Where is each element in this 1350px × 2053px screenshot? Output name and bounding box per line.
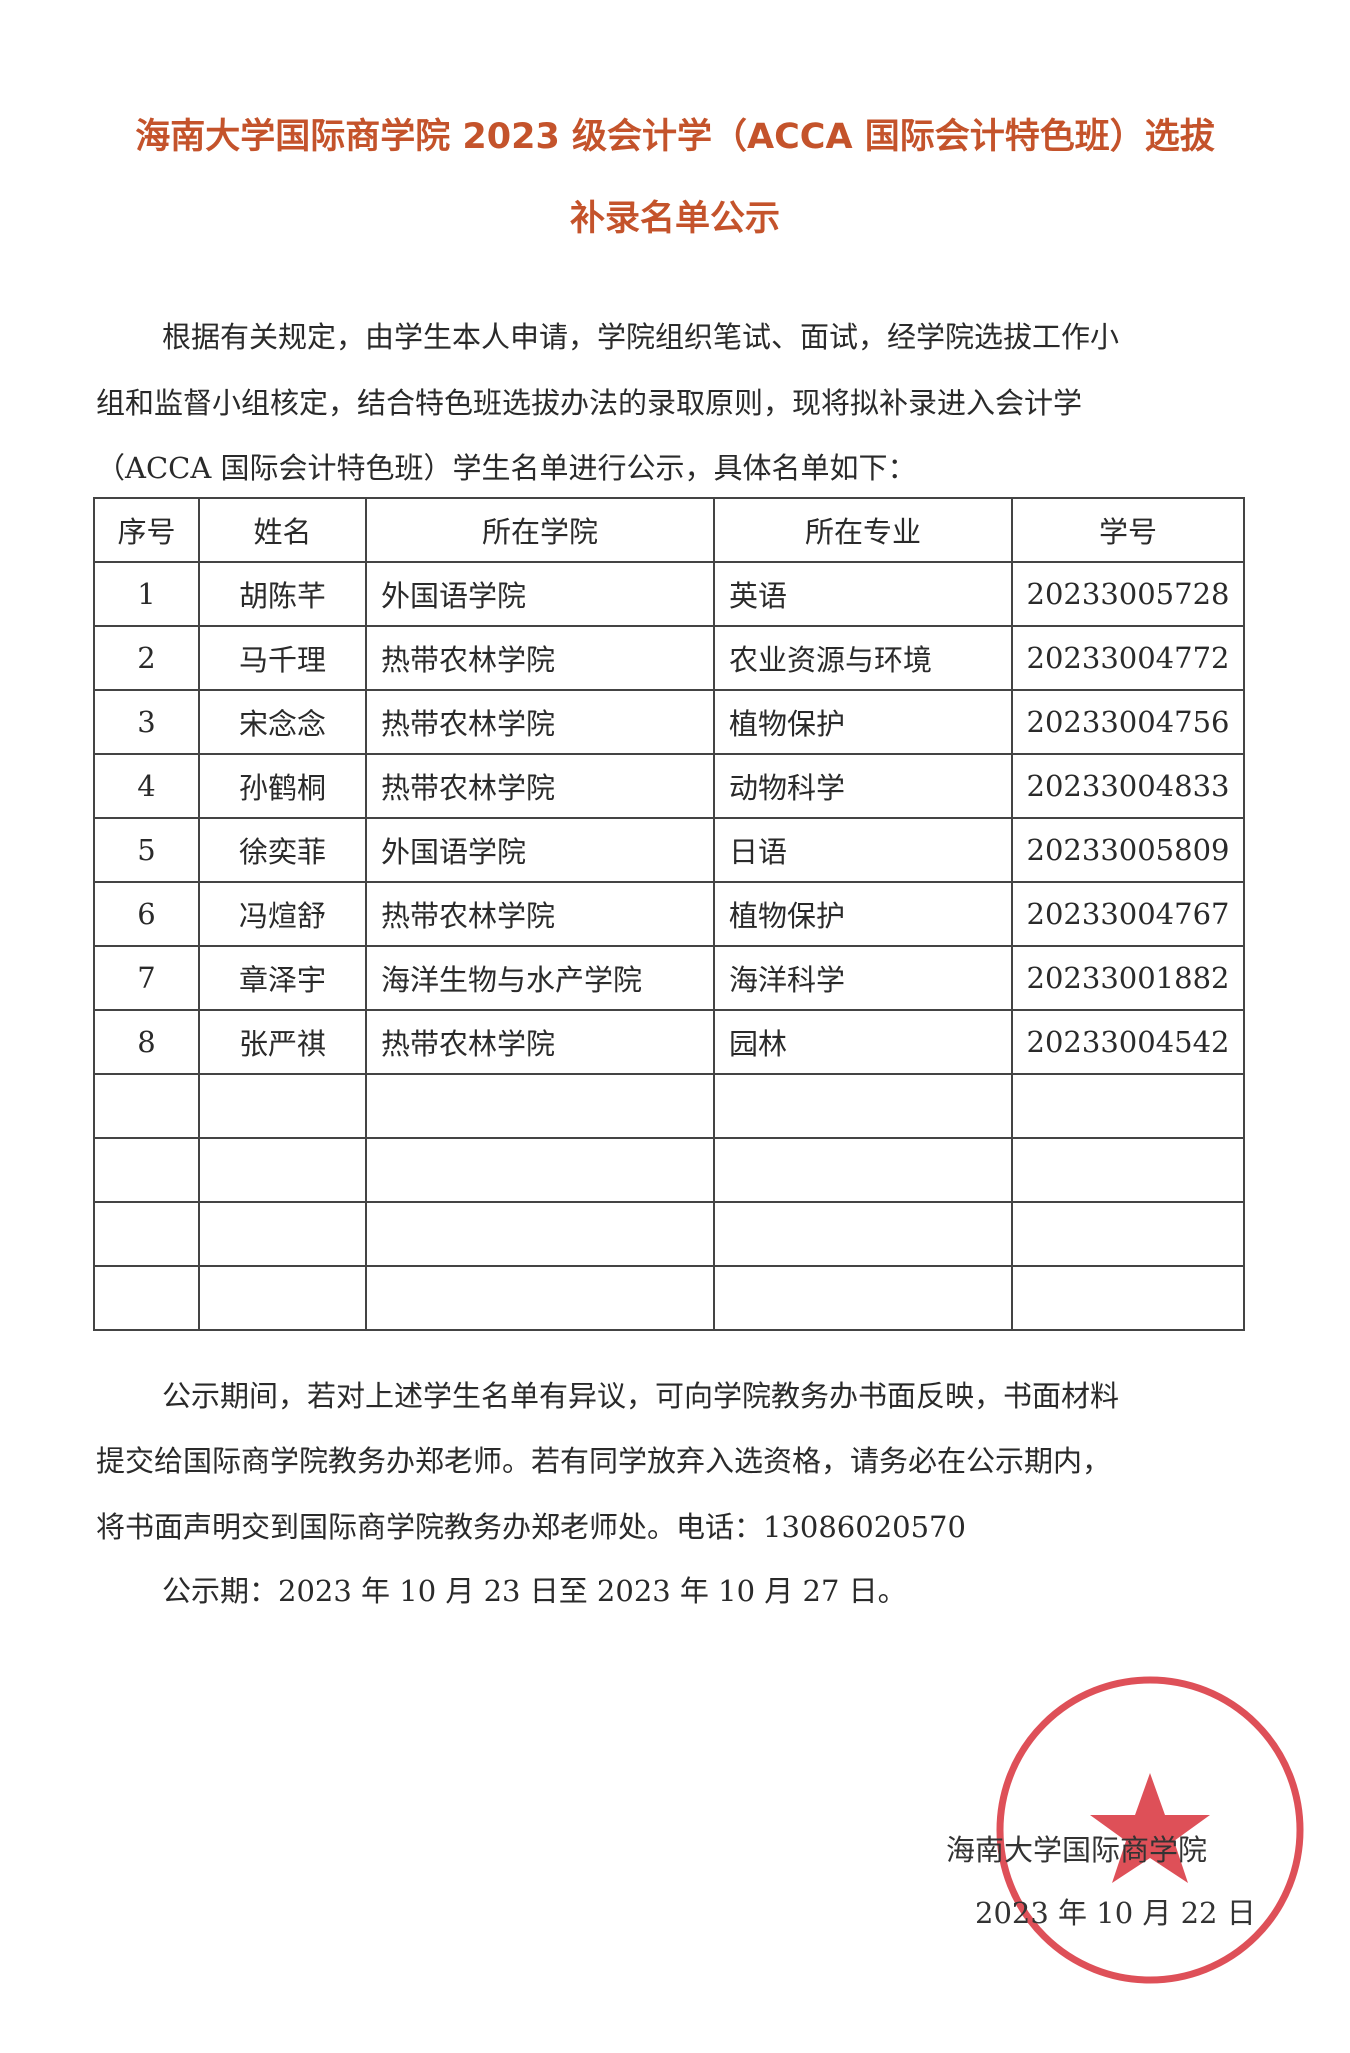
student-name-cell: 宋念念 (198, 689, 367, 755)
major-cell: 园林 (713, 1009, 1013, 1075)
empty-cell (1011, 1265, 1245, 1331)
empty-table-row (93, 1137, 1245, 1203)
notice-period: 公示期：2023 年 10 月 23 日至 2023 年 10 月 27 日。 (162, 1574, 907, 1608)
table-row: 2 马千理 热带农林学院 农业资源与环境 20233004772 (93, 625, 1245, 691)
empty-cell (1011, 1073, 1245, 1139)
student-id-cell: 20233004833 (1011, 753, 1245, 819)
column-header: 序号 (93, 497, 200, 563)
major-cell: 植物保护 (713, 881, 1013, 947)
student-id-cell: 20233005728 (1011, 561, 1245, 627)
official-seal-stamp (996, 1676, 1304, 1984)
student-table: 序号 姓名 所在学院 所在专业 学号 1 胡陈芊 外国语学院 英语 20233005728 2 马千… (93, 497, 1245, 1331)
row-index-cell: 4 (93, 753, 200, 819)
empty-cell (713, 1265, 1013, 1331)
college-cell: 外国语学院 (365, 561, 715, 627)
college-cell: 热带农林学院 (365, 881, 715, 947)
table-row: 6 冯煊舒 热带农林学院 植物保护 20233004767 (93, 881, 1245, 947)
college-cell: 外国语学院 (365, 817, 715, 883)
empty-cell (1011, 1137, 1245, 1203)
empty-cell (93, 1265, 200, 1331)
table-row: 1 胡陈芊 外国语学院 英语 20233005728 (93, 561, 1245, 627)
college-cell: 热带农林学院 (365, 1009, 715, 1075)
empty-cell (365, 1201, 715, 1267)
major-cell: 日语 (713, 817, 1013, 883)
table-row: 7 章泽宇 海洋生物与水产学院 海洋科学 20233001882 (93, 945, 1245, 1011)
column-header: 所在学院 (365, 497, 715, 563)
row-index-cell: 7 (93, 945, 200, 1011)
signature-date: 2023 年 10 月 22 日 (975, 1896, 1256, 1930)
student-name-cell: 章泽宇 (198, 945, 367, 1011)
empty-cell (365, 1073, 715, 1139)
student-id-cell: 20233001882 (1011, 945, 1245, 1011)
empty-cell (93, 1073, 200, 1139)
seal-star-icon (1090, 1773, 1210, 1883)
empty-cell (198, 1265, 367, 1331)
empty-cell (365, 1265, 715, 1331)
student-name-cell: 胡陈芊 (198, 561, 367, 627)
row-index-cell: 6 (93, 881, 200, 947)
student-name-cell: 徐奕菲 (198, 817, 367, 883)
intro-line: （ACCA 国际会计特色班）学生名单进行公示，具体名单如下： (96, 451, 917, 485)
signature-org: 海南大学国际商学院 (946, 1833, 1208, 1867)
major-cell: 英语 (713, 561, 1013, 627)
empty-cell (93, 1201, 200, 1267)
college-cell: 热带农林学院 (365, 689, 715, 755)
major-cell: 植物保护 (713, 689, 1013, 755)
empty-cell (198, 1073, 367, 1139)
table-row: 3 宋念念 热带农林学院 植物保护 20233004756 (93, 689, 1245, 755)
college-cell: 热带农林学院 (365, 753, 715, 819)
empty-table-row (93, 1265, 1245, 1331)
student-id-cell: 20233005809 (1011, 817, 1245, 883)
row-index-cell: 2 (93, 625, 200, 691)
student-name-cell: 孙鹤桐 (198, 753, 367, 819)
table-header-row: 序号 姓名 所在学院 所在专业 学号 (93, 497, 1245, 563)
major-cell: 农业资源与环境 (713, 625, 1013, 691)
intro-line: 组和监督小组核定，结合特色班选拔办法的录取原则，现将拟补录进入会计学 (96, 386, 1083, 420)
empty-cell (198, 1137, 367, 1203)
empty-cell (1011, 1201, 1245, 1267)
row-index-cell: 1 (93, 561, 200, 627)
table-row: 8 张严祺 热带农林学院 园林 20233004542 (93, 1009, 1245, 1075)
student-id-cell: 20233004767 (1011, 881, 1245, 947)
college-cell: 热带农林学院 (365, 625, 715, 691)
row-index-cell: 3 (93, 689, 200, 755)
empty-table-row (93, 1073, 1245, 1139)
student-name-cell: 冯煊舒 (198, 881, 367, 947)
intro-line: 根据有关规定，由学生本人申请，学院组织笔试、面试，经学院选拔工作小 (162, 320, 1120, 354)
empty-cell (713, 1201, 1013, 1267)
empty-cell (713, 1137, 1013, 1203)
column-header: 姓名 (198, 497, 367, 563)
empty-cell (93, 1137, 200, 1203)
notice-line: 将书面声明交到国际商学院教务办郑老师处。电话：13086020570 (96, 1510, 966, 1544)
major-cell: 动物科学 (713, 753, 1013, 819)
page-title: 海南大学国际商学院 2023 级会计学（ACCA 国际会计特色班）选拔 (135, 117, 1215, 157)
row-index-cell: 5 (93, 817, 200, 883)
page-subtitle: 补录名单公示 (569, 199, 780, 239)
notice-line: 提交给国际商学院教务办郑老师。若有同学放弃入选资格，请务必在公示期内， (96, 1444, 1112, 1478)
empty-table-row (93, 1201, 1245, 1267)
seal-ring (996, 1676, 1304, 1984)
student-id-cell: 20233004756 (1011, 689, 1245, 755)
student-name-cell: 张严祺 (198, 1009, 367, 1075)
empty-cell (713, 1073, 1013, 1139)
column-header: 所在专业 (713, 497, 1013, 563)
student-name-cell: 马千理 (198, 625, 367, 691)
student-id-cell: 20233004772 (1011, 625, 1245, 691)
empty-cell (198, 1201, 367, 1267)
college-cell: 海洋生物与水产学院 (365, 945, 715, 1011)
empty-cell (365, 1137, 715, 1203)
table-row: 5 徐奕菲 外国语学院 日语 20233005809 (93, 817, 1245, 883)
student-id-cell: 20233004542 (1011, 1009, 1245, 1075)
column-header: 学号 (1011, 497, 1245, 563)
table-row: 4 孙鹤桐 热带农林学院 动物科学 20233004833 (93, 753, 1245, 819)
major-cell: 海洋科学 (713, 945, 1013, 1011)
notice-line: 公示期间，若对上述学生名单有异议，可向学院教务办书面反映，书面材料 (162, 1379, 1120, 1413)
row-index-cell: 8 (93, 1009, 200, 1075)
